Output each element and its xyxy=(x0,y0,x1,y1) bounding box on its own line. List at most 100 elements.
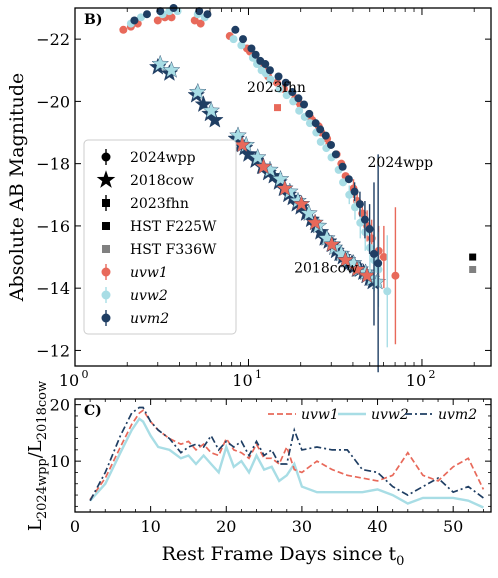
series-hst-f225w xyxy=(469,253,477,261)
y-tick-label: 10 xyxy=(50,452,70,471)
legend-marker xyxy=(101,290,111,300)
data-point xyxy=(153,16,162,25)
data-point xyxy=(336,250,355,268)
data-point xyxy=(247,44,256,53)
data-point xyxy=(156,7,165,16)
data-point xyxy=(305,119,314,128)
data-point xyxy=(266,75,275,84)
ratio-data xyxy=(89,406,485,509)
series-2018cow-uvw1 xyxy=(233,135,376,284)
data-point xyxy=(254,157,273,175)
data-point xyxy=(206,110,224,128)
ratio-line-uvm2 xyxy=(89,406,484,502)
data-point xyxy=(119,25,128,34)
data-point xyxy=(316,125,325,134)
magnitude-data xyxy=(119,4,477,373)
legend-label: HST F336W xyxy=(130,242,217,258)
data-point xyxy=(369,249,378,258)
y-axis-label-c: L2024wpp/L2018cow xyxy=(25,381,50,531)
legend-marker xyxy=(102,222,110,230)
legend-label: uvw1 xyxy=(301,407,339,423)
data-point xyxy=(167,13,176,22)
x-tick-exponent: 2 xyxy=(428,368,435,381)
x-tick-label: 10 xyxy=(232,371,252,390)
legend-label: uvm2 xyxy=(438,407,477,423)
legend-marker xyxy=(101,313,111,323)
legend-entry: uvw2 xyxy=(338,407,409,423)
data-point xyxy=(306,213,324,231)
series-2023fhn xyxy=(274,104,282,112)
legend-label: 2018cow xyxy=(130,173,194,189)
data-point xyxy=(360,215,369,224)
series-hst-f336w xyxy=(469,265,477,273)
data-point xyxy=(231,25,240,34)
data-point xyxy=(162,61,181,78)
x-tick-label: 0 xyxy=(70,517,80,536)
legend-entry: 2018cow xyxy=(96,170,194,189)
data-point xyxy=(195,7,204,16)
x-tick-label: 30 xyxy=(292,517,312,536)
data-point xyxy=(321,131,330,140)
data-point xyxy=(379,253,388,262)
legend-entry: uvw1 xyxy=(268,407,339,423)
y-tick-label: −20 xyxy=(36,92,70,111)
data-point xyxy=(316,137,325,146)
data-point xyxy=(229,126,247,144)
data-point xyxy=(202,101,221,119)
legend-entry: 2024wpp xyxy=(101,149,196,166)
data-point xyxy=(274,72,283,81)
y-tick-label: −12 xyxy=(36,341,70,360)
data-point xyxy=(294,94,303,103)
data-point xyxy=(322,235,341,253)
data-point xyxy=(365,225,374,234)
legend-entry: HST F225W xyxy=(102,219,217,235)
ratio-line-uvw2 xyxy=(89,417,484,509)
legend-label: HST F225W xyxy=(130,219,217,235)
data-point xyxy=(469,253,477,261)
data-point xyxy=(271,169,290,187)
legend-marker xyxy=(96,170,116,188)
legend-marker xyxy=(101,152,111,162)
legend-entry: HST F336W xyxy=(102,242,217,258)
data-point xyxy=(248,148,267,165)
data-point xyxy=(469,265,477,273)
legend-marker xyxy=(102,199,110,207)
x-tick-label: 10 xyxy=(406,371,426,390)
data-point xyxy=(237,41,246,50)
data-point xyxy=(261,60,270,69)
data-point xyxy=(136,13,145,22)
x-axis-label-c: Rest Frame Days since t0 xyxy=(162,543,405,569)
data-point xyxy=(276,179,294,197)
x-tick-label: 10 xyxy=(140,517,160,536)
y-tick-label: −22 xyxy=(36,30,70,49)
x-tick-label: 20 xyxy=(216,517,236,536)
ratio-panel: 0 10 20 30 40 50 10 20 C) L2024wpp/L2018cow Res… xyxy=(25,381,492,569)
data-point xyxy=(331,150,340,159)
data-point xyxy=(281,78,290,87)
data-point xyxy=(305,109,314,118)
y-tick-label: −14 xyxy=(36,279,70,298)
legend-box xyxy=(83,139,237,335)
y-tick-label: 20 xyxy=(50,396,70,415)
data-point xyxy=(374,259,383,268)
data-point xyxy=(190,16,199,25)
data-point xyxy=(327,140,336,149)
data-point xyxy=(274,104,282,112)
x-tick-label: 50 xyxy=(443,517,463,536)
data-point xyxy=(142,10,151,19)
y-axis-label-b: Absolute AB Magnitude xyxy=(6,73,28,303)
data-point xyxy=(358,266,376,284)
legend-label: uvw2 xyxy=(130,288,168,304)
x-tick-label: 10 xyxy=(59,371,79,390)
x-tick-label: 40 xyxy=(367,517,387,536)
panel-c-label: C) xyxy=(84,403,102,419)
data-point xyxy=(151,54,170,72)
legend-c: uvw1 uvw2 uvm2 xyxy=(268,407,477,423)
legend-entry: uvw2 xyxy=(101,287,168,304)
legend-marker xyxy=(101,267,111,277)
x-tick-exponent: 0 xyxy=(82,368,89,381)
data-point xyxy=(350,187,359,196)
data-point xyxy=(300,100,309,109)
series-uvm2 xyxy=(130,4,383,373)
